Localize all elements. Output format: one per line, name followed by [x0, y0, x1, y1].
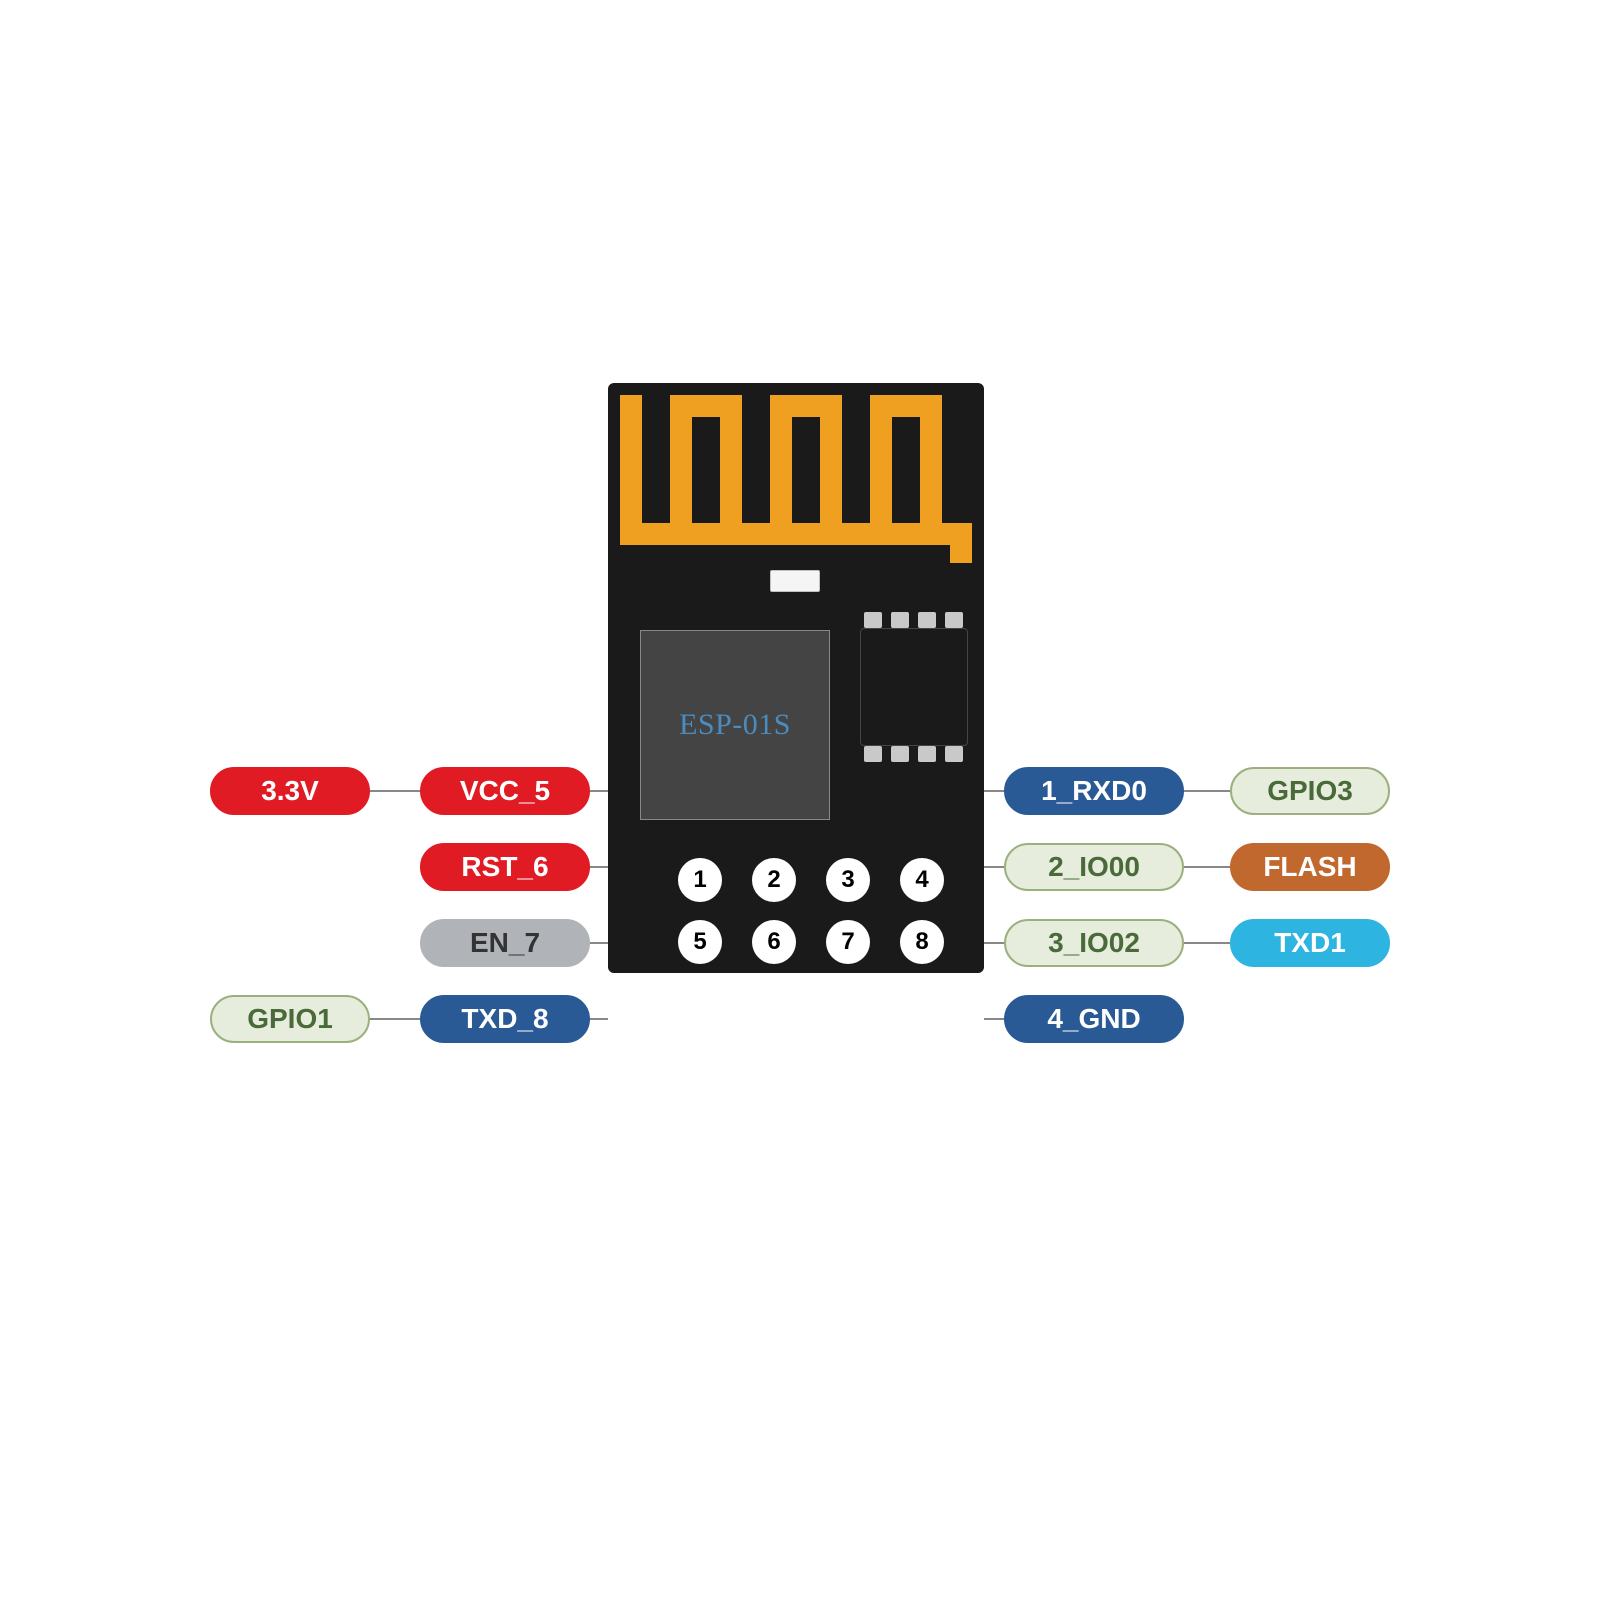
connector-line	[370, 1018, 420, 1020]
connector-line	[1184, 866, 1230, 868]
right-inner-row-0: 1_RXD0	[1004, 767, 1184, 815]
left-outer-row-3: GPIO1	[210, 995, 370, 1043]
right-outer-row-0: GPIO3	[1230, 767, 1390, 815]
pin-1: 1	[678, 858, 722, 902]
pin-6: 6	[752, 920, 796, 964]
connector-line	[590, 866, 608, 868]
connector-line	[984, 790, 1004, 792]
right-outer-row-2: TXD1	[1230, 919, 1390, 967]
connector-line	[1184, 790, 1230, 792]
connector-line	[984, 866, 1004, 868]
left-inner-row-3: TXD_8	[420, 995, 590, 1043]
right-inner-row-2: 3_IO02	[1004, 919, 1184, 967]
left-inner-row-1: RST_6	[420, 843, 590, 891]
diagram-canvas: ESP-01S 1 2 3 4 5 6 7 8 VCC_5 3.3V RST_6 EN…	[0, 0, 1600, 1600]
connector-line	[984, 1018, 1004, 1020]
pin-7: 7	[826, 920, 870, 964]
main-chip: ESP-01S	[640, 630, 830, 820]
chip-label: ESP-01S	[679, 708, 791, 742]
right-inner-row-1: 2_IO00	[1004, 843, 1184, 891]
left-outer-row-0: 3.3V	[210, 767, 370, 815]
smd-component	[770, 570, 820, 592]
pin-3: 3	[826, 858, 870, 902]
connector-line	[370, 790, 420, 792]
pin-4: 4	[900, 858, 944, 902]
pin-8: 8	[900, 920, 944, 964]
pin-2: 2	[752, 858, 796, 902]
connector-line	[590, 1018, 608, 1020]
pin-5: 5	[678, 920, 722, 964]
connector-line	[984, 942, 1004, 944]
left-inner-row-2: EN_7	[420, 919, 590, 967]
right-inner-row-3: 4_GND	[1004, 995, 1184, 1043]
right-outer-row-1: FLASH	[1230, 843, 1390, 891]
connector-line	[1184, 942, 1230, 944]
connector-line	[590, 790, 608, 792]
left-inner-row-0: VCC_5	[420, 767, 590, 815]
connector-line	[590, 942, 608, 944]
